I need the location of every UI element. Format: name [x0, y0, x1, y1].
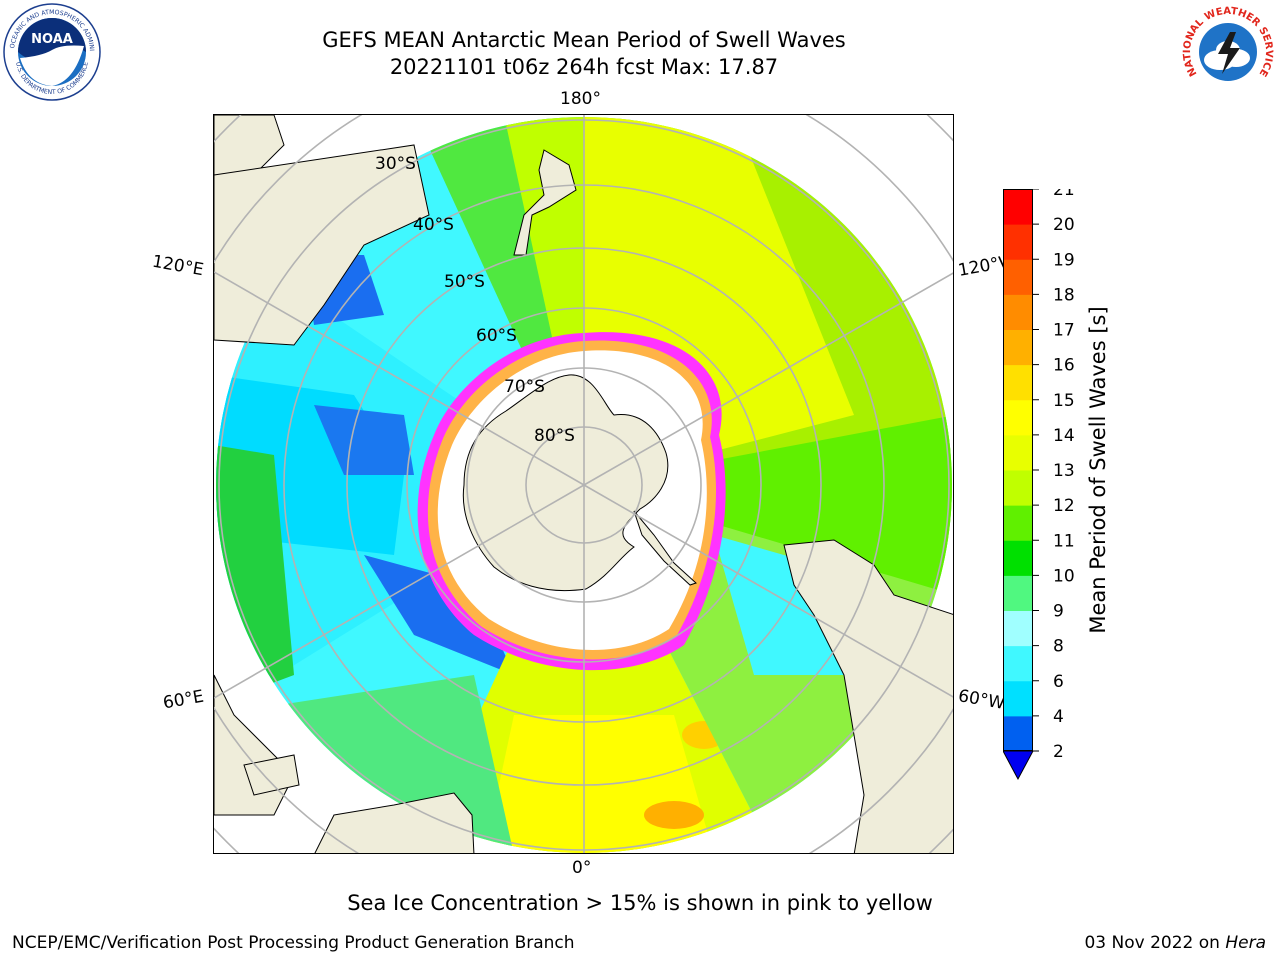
lon-label-120e: 120°E: [150, 251, 206, 281]
colorbar-segment: [1003, 575, 1033, 611]
chart-title: GEFS MEAN Antarctic Mean Period of Swell…: [322, 28, 846, 52]
colorbar-tick-label: 21: [1053, 189, 1075, 200]
lat-label-70s: 70°S: [504, 377, 545, 397]
colorbar-tick-label: 13: [1053, 461, 1075, 481]
colorbar-tick-label: 12: [1053, 496, 1075, 516]
lat-label-80s: 80°S: [534, 426, 575, 446]
antarctic-map: 30°S 40°S 50°S 60°S 70°S 80°S: [213, 114, 954, 854]
antarctic-peninsula: [633, 510, 697, 586]
colorbar-tick-label: 2: [1053, 742, 1064, 762]
land-corner-top-left: [214, 115, 285, 176]
colorbar-segment: [1003, 470, 1033, 506]
colorbar-extend-arrow: [1003, 750, 1034, 781]
colorbar-tick-label: 19: [1053, 250, 1075, 270]
longitude-gridlines: [214, 115, 953, 853]
noaa-logo-text: NOAA: [31, 32, 73, 47]
colorbar-segment: [1003, 540, 1033, 576]
colorbar-tick-label: 15: [1053, 391, 1075, 411]
lon-label-60w: 60°W: [956, 686, 1007, 714]
colorbar-title: Mean Period of Swell Waves [s]: [1086, 306, 1110, 634]
footer-date-text: 03 Nov 2022 on: [1084, 933, 1226, 953]
noaa-logo: NATIONAL OCEANIC AND ATMOSPHERIC ADMINIS…: [0, 0, 102, 102]
colorbar-segment: [1003, 329, 1033, 366]
africa-land: [314, 792, 475, 853]
south-america-land: [783, 539, 953, 853]
colorbar-segment: [1003, 645, 1033, 682]
colorbar-tick-label: 11: [1053, 531, 1075, 551]
colorbar-tick-label: 10: [1053, 566, 1075, 586]
lat-label-40s: 40°S: [413, 215, 454, 235]
colorbar-tick-label: 9: [1053, 602, 1064, 622]
colorbar-segment: [1003, 189, 1033, 225]
nws-logo: NATIONAL WEATHER SERVICE: [1178, 2, 1278, 102]
lat-label-60s: 60°S: [476, 326, 517, 346]
sea-ice-caption: Sea Ice Concentration > 15% is shown in …: [347, 891, 933, 915]
footer-date: 03 Nov 2022 on Hera: [1084, 933, 1266, 953]
colorbar-segment: [1003, 434, 1033, 471]
colorbar-segment: [1003, 294, 1033, 330]
lon-label-180: 180°: [560, 89, 601, 109]
colorbar-tick-label: 20: [1053, 215, 1075, 235]
colorbar-tick-label: 14: [1053, 426, 1075, 446]
colorbar-tick-label: 16: [1053, 356, 1075, 376]
lon-label-60e: 60°E: [161, 686, 206, 714]
colorbar-segment: [1003, 364, 1033, 401]
colorbar-segment: [1003, 715, 1033, 752]
australia-land: [214, 144, 430, 346]
footer-machine: Hera: [1225, 933, 1266, 953]
colorbar-segment: [1003, 399, 1033, 436]
colorbar-tick-label: 18: [1053, 285, 1075, 305]
colorbar-tick-label: 17: [1053, 321, 1075, 341]
lon-label-0: 0°: [572, 858, 592, 878]
colorbar-segment: [1003, 259, 1033, 295]
colorbar-segment: [1003, 680, 1033, 717]
colorbar-segment: [1003, 224, 1033, 260]
colorbar-segment: [1003, 610, 1033, 647]
chart-subtitle: 20221101 t06z 264h fcst Max: 17.87: [389, 55, 779, 79]
colorbar-tick-label: 6: [1053, 672, 1064, 692]
colorbar: 2 4 6 8 9 10 11 12 13 14 15 16 17 18 19 20 21: [1003, 189, 1075, 781]
lat-label-30s: 30°S: [375, 154, 416, 174]
colorbar-outline: [1003, 189, 1033, 751]
colorbar-segment: [1003, 505, 1033, 541]
colorbar-tick-label: 8: [1053, 637, 1064, 657]
colorbar-tick-label: 4: [1053, 707, 1064, 727]
lat-label-50s: 50°S: [444, 272, 485, 292]
footer-credit: NCEP/EMC/Verification Post Processing Pr…: [12, 933, 575, 953]
